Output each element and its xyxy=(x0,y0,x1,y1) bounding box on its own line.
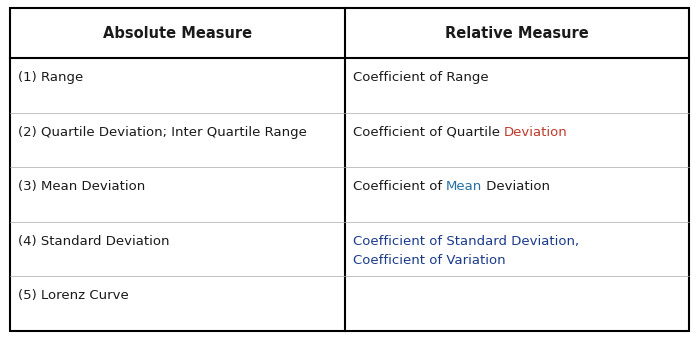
Text: Coefficient of Range: Coefficient of Range xyxy=(353,71,489,84)
Text: Deviation: Deviation xyxy=(504,126,568,139)
Text: (5) Lorenz Curve: (5) Lorenz Curve xyxy=(18,290,129,302)
Text: Relative Measure: Relative Measure xyxy=(445,25,589,40)
Text: (2) Quartile Deviation; Inter Quartile Range: (2) Quartile Deviation; Inter Quartile R… xyxy=(18,126,307,139)
Text: Coefficient of Standard Deviation,: Coefficient of Standard Deviation, xyxy=(353,235,579,248)
Text: Absolute Measure: Absolute Measure xyxy=(103,25,252,40)
Text: (4) Standard Deviation: (4) Standard Deviation xyxy=(18,235,169,248)
Text: Coefficient of: Coefficient of xyxy=(353,180,446,193)
Text: (3) Mean Deviation: (3) Mean Deviation xyxy=(18,180,145,193)
Text: Coefficient of Variation: Coefficient of Variation xyxy=(353,254,505,267)
Text: Deviation: Deviation xyxy=(482,180,550,193)
Text: Coefficient of Quartile: Coefficient of Quartile xyxy=(353,126,504,139)
Text: (1) Range: (1) Range xyxy=(18,71,83,84)
Text: Mean: Mean xyxy=(446,180,482,193)
